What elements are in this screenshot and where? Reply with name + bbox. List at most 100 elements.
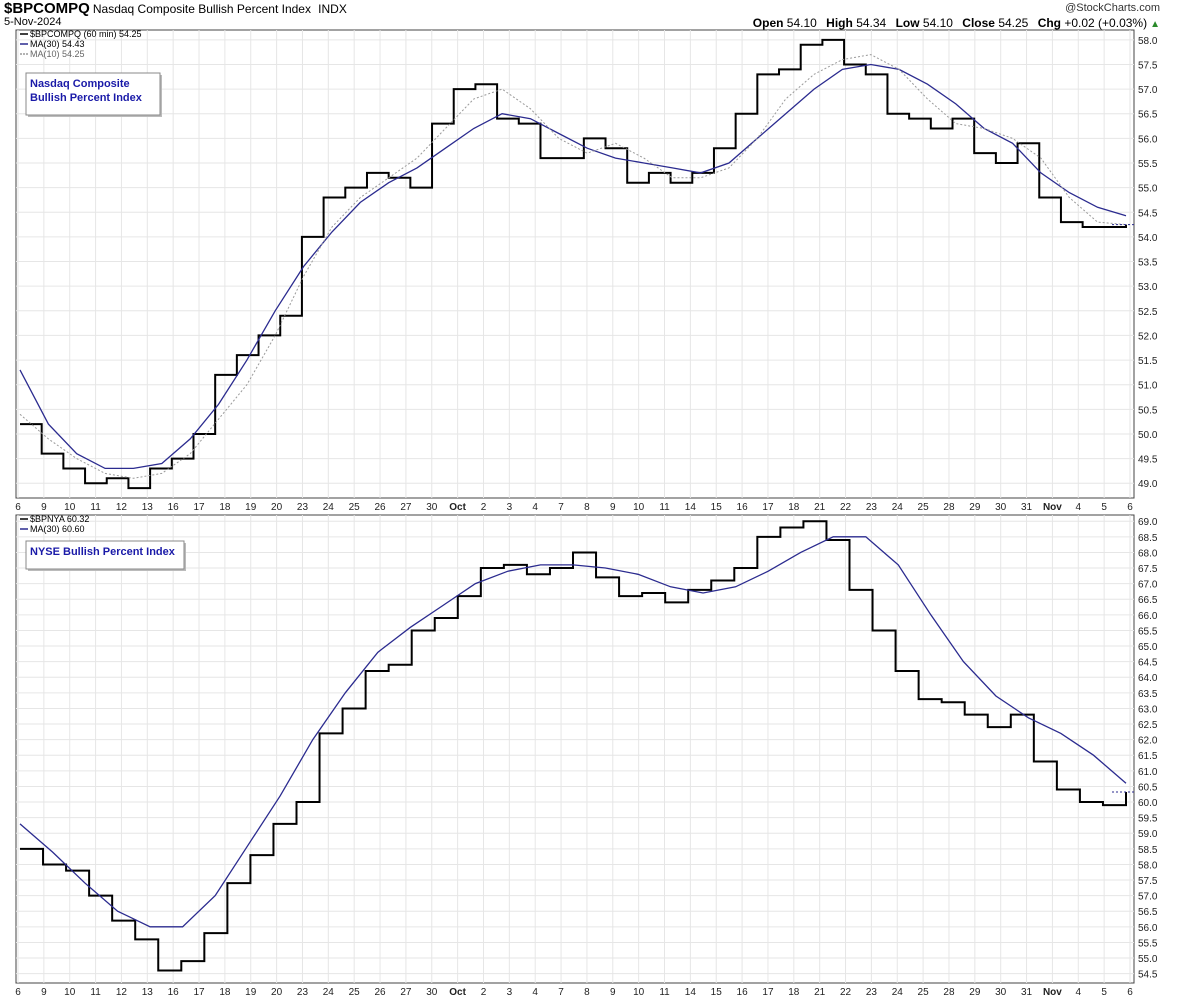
x-tick-label: 28 (943, 987, 955, 998)
y-tick-label: 55.0 (1138, 954, 1158, 965)
low-value: 54.10 (922, 16, 953, 30)
y-tick-label: 52.5 (1138, 307, 1158, 318)
ma10-series-line (19, 54, 1127, 479)
close-label: Close (962, 16, 995, 30)
x-tick-label: 10 (633, 987, 645, 998)
price-series-line (20, 38, 1127, 490)
up-triangle-icon: ▲ (1150, 19, 1160, 30)
y-tick-label: 58.0 (1138, 36, 1158, 47)
y-tick-label: 49.5 (1138, 455, 1158, 466)
y-tick-label: 50.0 (1138, 430, 1158, 441)
annotation-box (25, 540, 185, 570)
x-tick-label: 24 (323, 502, 335, 513)
x-tick-label: 19 (245, 987, 257, 998)
annotation-text: Nasdaq Composite (30, 78, 130, 90)
x-tick-label: 22 (840, 987, 852, 998)
x-tick-label: 13 (142, 502, 154, 513)
x-tick-label: 27 (400, 987, 412, 998)
x-tick-label: 23 (297, 987, 309, 998)
y-tick-label: 54.5 (1138, 208, 1158, 219)
y-tick-label: 54.0 (1138, 233, 1158, 244)
chart-panel-2: 54.5 55.0 55.5 56.0 56.5 57.0 57.5 58.0 58.5 59.0… (15, 514, 1158, 998)
ohlc-readout: Open 54.10 High 54.34 Low 54.10 Close 54… (753, 16, 1160, 30)
x-tick-label: 18 (219, 987, 231, 998)
x-tick-label: 18 (788, 502, 800, 513)
y-tick-label: 56.5 (1138, 110, 1158, 121)
y-tick-label: 53.5 (1138, 258, 1158, 269)
y-tick-label: 69.0 (1138, 517, 1158, 528)
legend-entry: $BPNYA 60.32 (30, 514, 89, 524)
x-tick-label: 12 (116, 987, 128, 998)
x-tick-label: 17 (762, 987, 774, 998)
x-tick-label: 16 (168, 502, 180, 513)
x-tick-label: 17 (193, 987, 205, 998)
x-tick-label: 16 (737, 502, 749, 513)
y-tick-label: 63.0 (1138, 704, 1158, 715)
y-tick-label: 51.5 (1138, 356, 1158, 367)
y-tick-label: 51.0 (1138, 381, 1158, 392)
x-tick-label: 15 (711, 987, 723, 998)
symbol-title: $BPCOMPQ Nasdaq Composite Bullish Percent… (4, 0, 347, 17)
close-value: 54.25 (998, 16, 1029, 30)
annotation-box (25, 72, 161, 116)
ma30-series-line (19, 63, 1127, 470)
x-tick-label: Nov (1043, 987, 1062, 998)
x-tick-label: 4 (532, 502, 538, 513)
x-tick-label: 16 (737, 987, 749, 998)
x-tick-label: 9 (41, 987, 47, 998)
symbol: $BPCOMPQ (4, 0, 90, 17)
x-tick-label: 25 (349, 502, 361, 513)
y-tick-label: 62.5 (1138, 720, 1158, 731)
chart-panel-1: 49.0 49.5 50.0 50.5 51.0 51.5 52.0 52.5 53.0 53.5… (15, 29, 1158, 513)
y-tick-label: 67.0 (1138, 580, 1158, 591)
x-tick-label: 30 (426, 987, 438, 998)
x-tick-label: 4 (532, 987, 538, 998)
x-tick-label: 5 (1101, 502, 1107, 513)
low-label: Low (895, 16, 920, 30)
y-tick-label: 54.5 (1138, 970, 1158, 981)
y-tick-label: 67.5 (1138, 564, 1158, 575)
x-tick-label: 10 (64, 502, 76, 513)
x-tick-label: 4 (1075, 987, 1081, 998)
x-tick-label: 30 (995, 987, 1007, 998)
ma30-series-line (19, 536, 1127, 928)
x-tick-label: 23 (866, 502, 878, 513)
y-tick-label: 50.5 (1138, 405, 1158, 416)
x-tick-label: 20 (271, 987, 283, 998)
x-tick-label: 14 (685, 987, 697, 998)
x-tick-label: 30 (995, 502, 1007, 513)
x-tick-label: 25 (918, 987, 930, 998)
y-tick-label: 56.5 (1138, 907, 1158, 918)
brand-logo: @StockCharts.com (1065, 2, 1160, 14)
y-tick-label: 61.5 (1138, 751, 1158, 762)
x-tick-label: 17 (762, 502, 774, 513)
chart-date: 5-Nov-2024 (4, 16, 62, 28)
x-tick-label: Oct (449, 987, 466, 998)
x-tick-label: 6 (1127, 987, 1133, 998)
x-tick-label: 7 (558, 987, 564, 998)
x-tick-label: 9 (610, 987, 616, 998)
chg-label: Chg (1037, 16, 1062, 30)
y-tick-label: 55.0 (1138, 184, 1158, 195)
x-tick-label: Oct (449, 502, 466, 513)
x-tick-label: 30 (426, 502, 438, 513)
legend-entry: MA(10) 54.25 (30, 49, 85, 59)
x-tick-label: 26 (374, 502, 386, 513)
y-tick-label: 61.0 (1138, 767, 1158, 778)
y-tick-label: 57.5 (1138, 60, 1158, 71)
x-tick-label: 27 (400, 502, 412, 513)
legend-entry: MA(30) 60.60 (30, 524, 85, 534)
y-tick-label: 49.0 (1138, 479, 1158, 490)
x-tick-label: 11 (90, 987, 101, 998)
x-tick-label: 16 (168, 987, 180, 998)
high-value: 54.34 (856, 16, 887, 30)
x-tick-label: 15 (711, 502, 723, 513)
x-tick-label: 24 (892, 502, 904, 513)
legend-entry: $BPCOMPQ (60 min) 54.25 (30, 29, 142, 39)
y-tick-label: 65.5 (1138, 626, 1158, 637)
y-tick-label: 57.0 (1138, 85, 1158, 96)
annotation-text: NYSE Bullish Percent Index (30, 546, 176, 558)
x-tick-label: 4 (1075, 502, 1081, 513)
y-tick-label: 63.5 (1138, 689, 1158, 700)
x-tick-label: 6 (1127, 502, 1133, 513)
